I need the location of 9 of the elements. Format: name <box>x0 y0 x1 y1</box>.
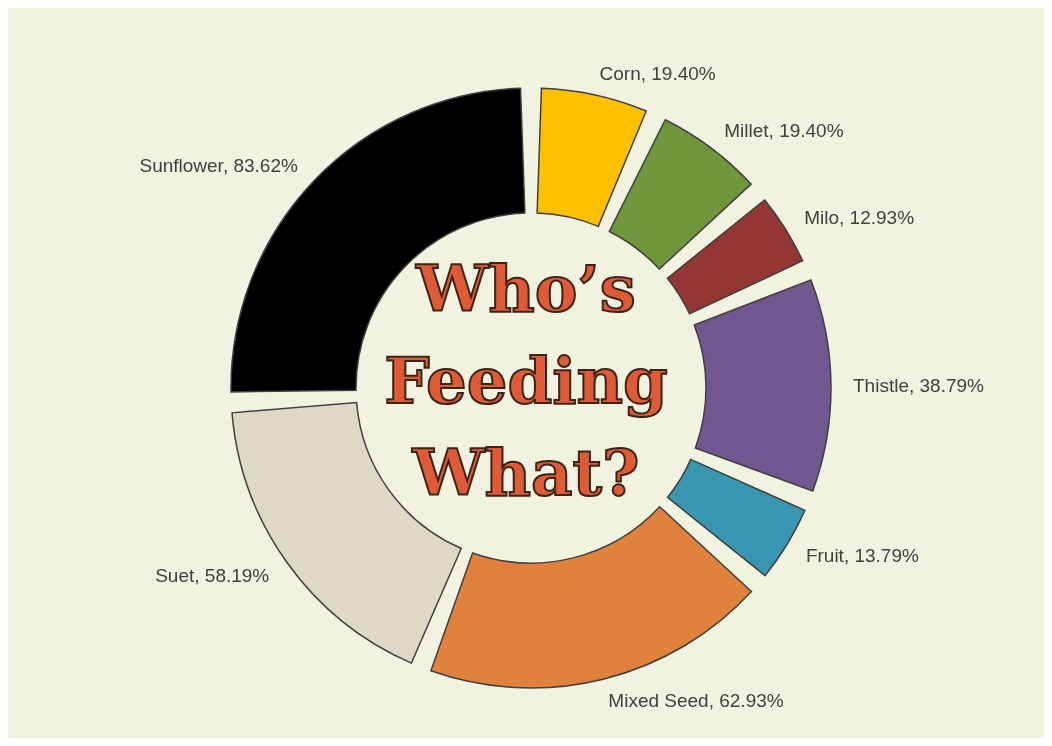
slice-label: Mixed Seed, 62.93% <box>608 690 784 712</box>
slice-label: Fruit, 13.79% <box>805 545 919 567</box>
slice-label: Sunflower, 83.62% <box>139 155 299 177</box>
slice-label: Millet, 19.40% <box>724 119 844 141</box>
slice-label: Corn, 19.40% <box>599 62 716 84</box>
slice-label: Suet, 58.19% <box>155 565 270 587</box>
slice-label: Thistle, 38.79% <box>852 374 985 396</box>
text: Who’s Feeding What? <box>383 250 669 512</box>
slice-label: Milo, 12.93% <box>804 207 915 229</box>
